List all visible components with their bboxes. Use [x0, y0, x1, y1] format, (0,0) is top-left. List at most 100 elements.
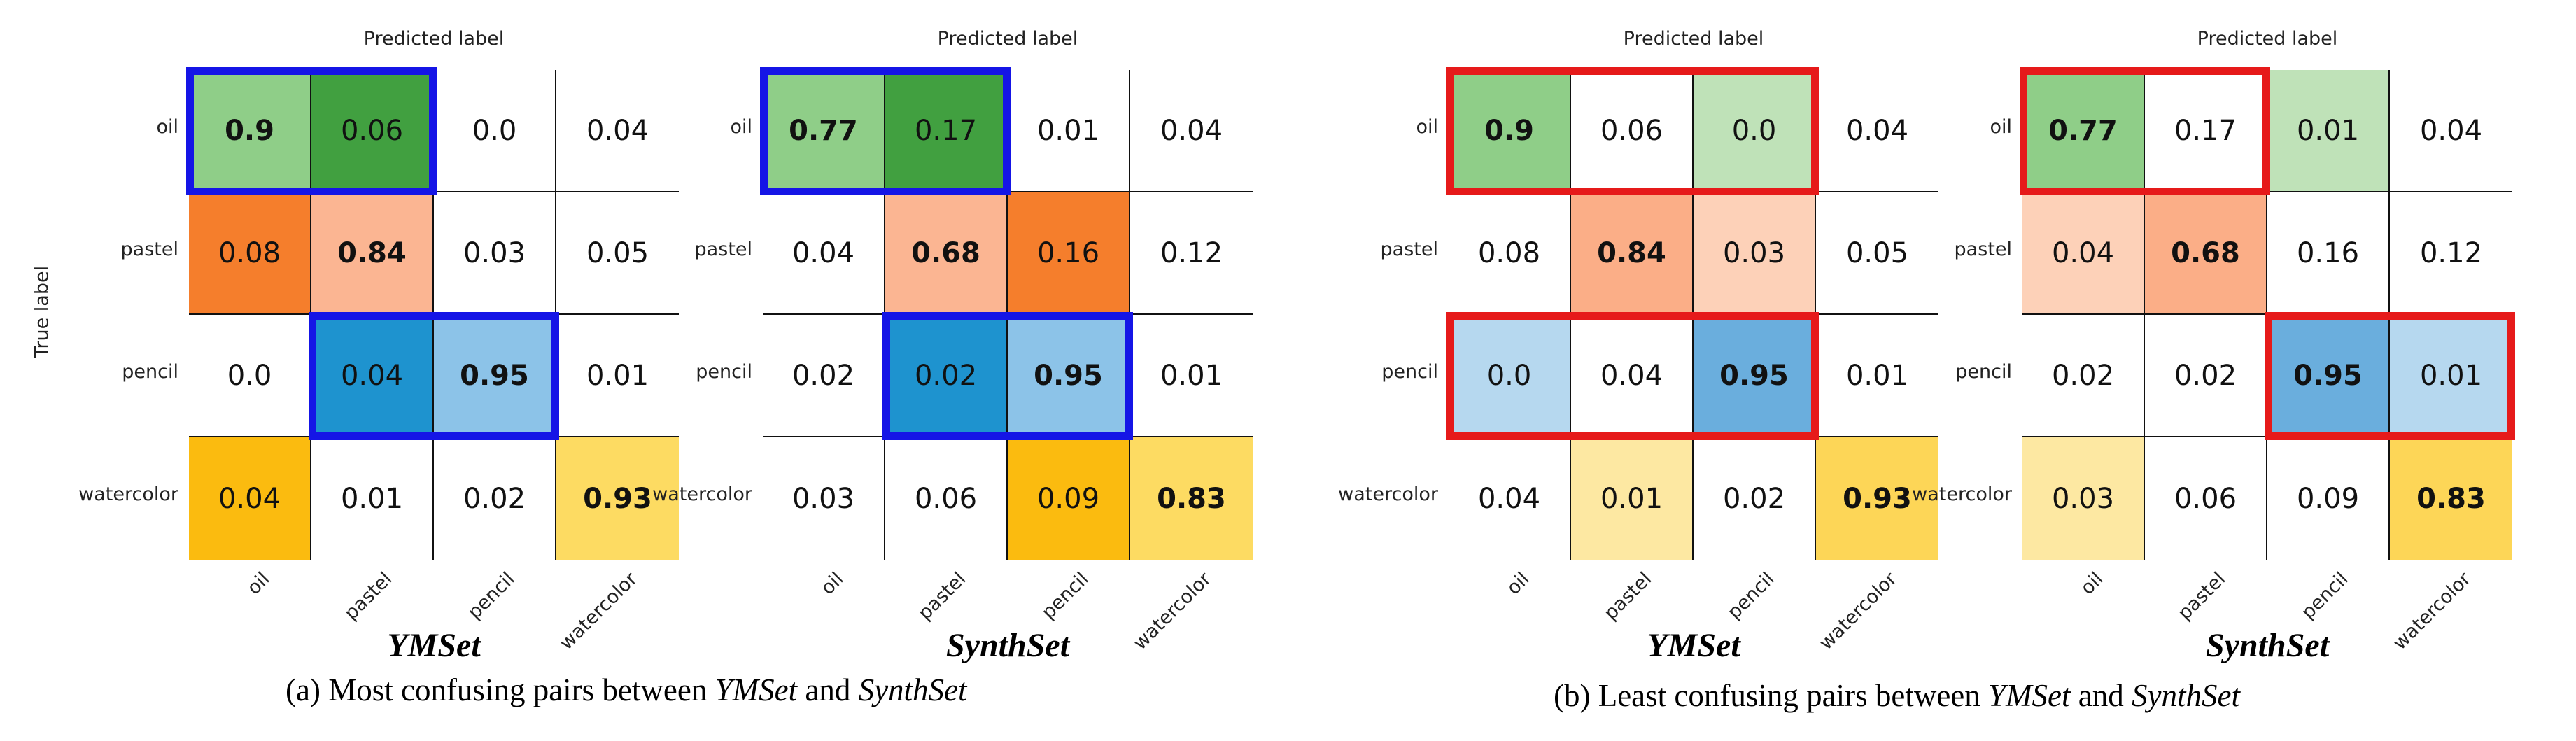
caption-b-mid: and — [2070, 678, 2132, 713]
chart-2-col-label: pastel — [1600, 568, 1656, 625]
matrix-cell: 0.04 — [763, 192, 885, 315]
caption-a-prefix: (a) Most confusing pairs between — [286, 672, 715, 707]
chart-2-row-label: pastel — [1380, 238, 1438, 260]
caption-a-set1: YMSet — [715, 672, 798, 707]
matrix-cell: 0.06 — [2145, 437, 2267, 560]
matrix-cell: 0.0 — [434, 70, 556, 192]
matrix-cell: 0.93 — [556, 437, 679, 560]
chart-3-xlabel: Predicted label — [2197, 28, 2338, 50]
caption-b-set1: YMSet — [1988, 678, 2071, 713]
chart-0-grid: 0.9 0.06 0.0 0.04 0.08 0.84 0.03 0.05 0.0 0.04 0.9… — [189, 70, 679, 560]
matrix-cell: 0.08 — [1449, 192, 1571, 315]
matrix-cell: 0.84 — [1571, 192, 1694, 315]
chart-1-row-label: watercolor — [652, 483, 752, 505]
matrix-cell: 0.06 — [1571, 70, 1694, 192]
matrix-cell: 0.0 — [189, 315, 311, 437]
chart-2-row-label: watercolor — [1338, 483, 1438, 505]
chart-2-col-label: pencil — [1723, 568, 1779, 623]
matrix-cell: 0.01 — [2390, 315, 2512, 437]
matrix-cell: 0.95 — [2267, 315, 2390, 437]
matrix-cell: 0.03 — [434, 192, 556, 315]
chart-3-title: SynthSet — [2205, 627, 2330, 664]
matrix-cell: 0.12 — [2390, 192, 2512, 315]
chart-1-title: SynthSet — [945, 627, 1070, 664]
matrix-cell: 0.84 — [311, 192, 434, 315]
chart-0-title: YMSet — [387, 627, 481, 664]
matrix-cell: 0.04 — [311, 315, 434, 437]
matrix-cell: 0.01 — [556, 315, 679, 437]
matrix-cell: 0.04 — [556, 70, 679, 192]
chart-1-row-label: pencil — [696, 360, 752, 383]
matrix-cell: 0.17 — [885, 70, 1008, 192]
matrix-cell: 0.05 — [1816, 192, 1938, 315]
matrix-cell: 0.06 — [311, 70, 434, 192]
chart-1-xlabel: Predicted label — [937, 28, 1078, 50]
matrix-cell: 0.04 — [2022, 192, 2145, 315]
matrix-cell: 0.83 — [1130, 437, 1253, 560]
matrix-cell: 0.01 — [1130, 315, 1253, 437]
matrix-cell: 0.16 — [2267, 192, 2390, 315]
matrix-cell: 0.09 — [1008, 437, 1130, 560]
matrix-cell: 0.95 — [434, 315, 556, 437]
matrix-cell: 0.12 — [1130, 192, 1253, 315]
matrix-cell: 0.83 — [2390, 437, 2512, 560]
matrix-cell: 0.01 — [1816, 315, 1938, 437]
chart-3-col-label: pencil — [2297, 568, 2353, 623]
chart-0-row-label: watercolor — [78, 483, 178, 505]
chart-3-row-label: oil — [1990, 115, 2012, 138]
chart-2-col-label: oil — [1502, 568, 1534, 600]
chart-0-ylabel: True label — [31, 265, 53, 358]
chart-2-grid: 0.9 0.06 0.0 0.04 0.08 0.84 0.03 0.05 0.0 0.04 0.9… — [1449, 70, 1938, 560]
matrix-cell: 0.04 — [2390, 70, 2512, 192]
caption-b-prefix: (b) Least confusing pairs between — [1554, 678, 1989, 713]
matrix-cell: 0.77 — [763, 70, 885, 192]
matrix-cell: 0.01 — [1008, 70, 1130, 192]
matrix-cell: 0.01 — [311, 437, 434, 560]
chart-2-xlabel: Predicted label — [1623, 28, 1764, 50]
chart-3-col-label: oil — [2076, 568, 2108, 600]
caption-b: (b) Least confusing pairs between YMSet … — [1554, 677, 2240, 714]
chart-1-col-label: pastel — [914, 568, 971, 625]
matrix-cell: 0.68 — [2145, 192, 2267, 315]
caption-a-set2: SynthSet — [858, 672, 967, 707]
matrix-cell: 0.0 — [1449, 315, 1571, 437]
chart-0-col-label: oil — [243, 568, 274, 600]
chart-2-row-label: pencil — [1381, 360, 1438, 383]
chart-3-row-label: watercolor — [1912, 483, 2012, 505]
matrix-cell: 0.95 — [1694, 315, 1816, 437]
matrix-cell: 0.02 — [434, 437, 556, 560]
chart-0-row-label: oil — [156, 115, 178, 138]
matrix-cell: 0.06 — [885, 437, 1008, 560]
matrix-cell: 0.05 — [556, 192, 679, 315]
chart-0-col-label: pencil — [463, 568, 519, 623]
matrix-cell: 0.02 — [885, 315, 1008, 437]
matrix-cell: 0.02 — [2022, 315, 2145, 437]
matrix-cell: 0.9 — [189, 70, 311, 192]
matrix-cell: 0.02 — [763, 315, 885, 437]
matrix-cell: 0.16 — [1008, 192, 1130, 315]
chart-2-row-label: oil — [1416, 115, 1438, 138]
matrix-cell: 0.68 — [885, 192, 1008, 315]
chart-1-col-label: pencil — [1037, 568, 1093, 623]
matrix-cell: 0.01 — [1571, 437, 1694, 560]
matrix-cell: 0.09 — [2267, 437, 2390, 560]
matrix-cell: 0.04 — [189, 437, 311, 560]
matrix-cell: 0.08 — [189, 192, 311, 315]
chart-0-col-label: pastel — [340, 568, 397, 625]
chart-0-row-label: pencil — [122, 360, 178, 383]
caption-b-set2: SynthSet — [2132, 678, 2240, 713]
chart-3-col-label: pastel — [2174, 568, 2230, 625]
matrix-cell: 0.03 — [2022, 437, 2145, 560]
matrix-cell: 0.04 — [1449, 437, 1571, 560]
chart-1-col-label: oil — [817, 568, 848, 600]
matrix-cell: 0.77 — [2022, 70, 2145, 192]
caption-a-mid: and — [797, 672, 859, 707]
matrix-cell: 0.93 — [1816, 437, 1938, 560]
chart-0-row-label: pastel — [120, 238, 178, 260]
matrix-cell: 0.0 — [1694, 70, 1816, 192]
matrix-cell: 0.02 — [2145, 315, 2267, 437]
caption-a: (a) Most confusing pairs between YMSet a… — [286, 672, 967, 708]
matrix-cell: 0.17 — [2145, 70, 2267, 192]
matrix-cell: 0.01 — [2267, 70, 2390, 192]
matrix-cell: 0.95 — [1008, 315, 1130, 437]
